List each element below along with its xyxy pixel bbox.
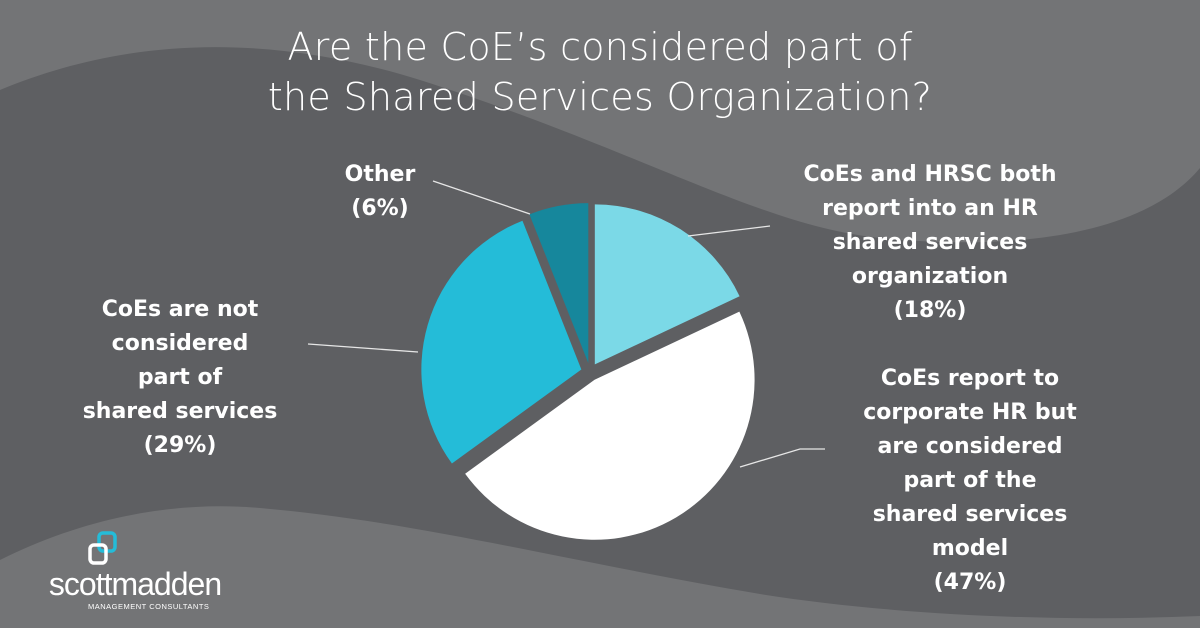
top-wave xyxy=(0,0,1200,243)
label-hrsc-percent: (18%) xyxy=(893,298,967,323)
pie-slice-other xyxy=(529,203,589,364)
pie-slice-hrsc xyxy=(594,204,740,365)
pie-slice-corporate xyxy=(465,311,755,540)
label-hrsc-line: organization xyxy=(851,264,1009,289)
label-corporate: CoEs report to corporate HR but are cons… xyxy=(840,362,1100,600)
label-corporate-line: part of the xyxy=(903,468,1037,493)
leader-line-not-considered xyxy=(307,343,419,353)
title-line-1: Are the CoE’s considered part of xyxy=(287,25,913,69)
logo-squares-icon xyxy=(88,531,117,565)
leader-line-hrsc xyxy=(687,225,771,237)
label-hrsc-line: report into an HR xyxy=(822,196,1038,221)
label-not-considered-line: considered xyxy=(111,331,249,356)
label-not-considered-line: part of xyxy=(137,365,223,390)
logo-tagline: MANAGEMENT CONSULTANTS xyxy=(88,602,210,611)
leader-line-corporate xyxy=(739,448,825,468)
title-line-2: the Shared Services Organization? xyxy=(267,75,933,119)
leader-lines xyxy=(307,180,825,468)
label-corporate-percent: (47%) xyxy=(933,570,1007,595)
leader-line-other xyxy=(432,180,531,215)
label-corporate-line: model xyxy=(931,536,1009,561)
scottmadden-logo: scottmadden MANAGEMENT CONSULTANTS xyxy=(40,530,230,615)
chart-title: Are the CoE’s considered part of the Sha… xyxy=(0,22,1200,122)
label-other: Other (6%) xyxy=(310,158,450,226)
pie-slice-not-considered xyxy=(421,220,582,464)
label-hrsc: CoEs and HRSC both report into an HR sha… xyxy=(770,158,1090,328)
label-corporate-line: are considered xyxy=(877,434,1063,459)
bottom-wave xyxy=(0,506,1200,628)
label-not-considered: CoEs are not considered part of shared s… xyxy=(50,293,310,463)
label-other-percent: (6%) xyxy=(351,196,409,221)
label-corporate-line: CoEs report to xyxy=(880,366,1060,391)
label-not-considered-percent: (29%) xyxy=(143,433,217,458)
label-hrsc-line: CoEs and HRSC both xyxy=(803,162,1057,187)
label-not-considered-line: shared services xyxy=(82,399,278,424)
label-hrsc-line: shared services xyxy=(832,230,1028,255)
label-other-line: Other xyxy=(344,162,416,187)
label-corporate-line: corporate HR but xyxy=(863,400,1077,425)
label-corporate-line: shared services xyxy=(872,502,1068,527)
logo-wordmark: scottmadden xyxy=(48,566,222,602)
label-not-considered-line: CoEs are not xyxy=(101,297,259,322)
